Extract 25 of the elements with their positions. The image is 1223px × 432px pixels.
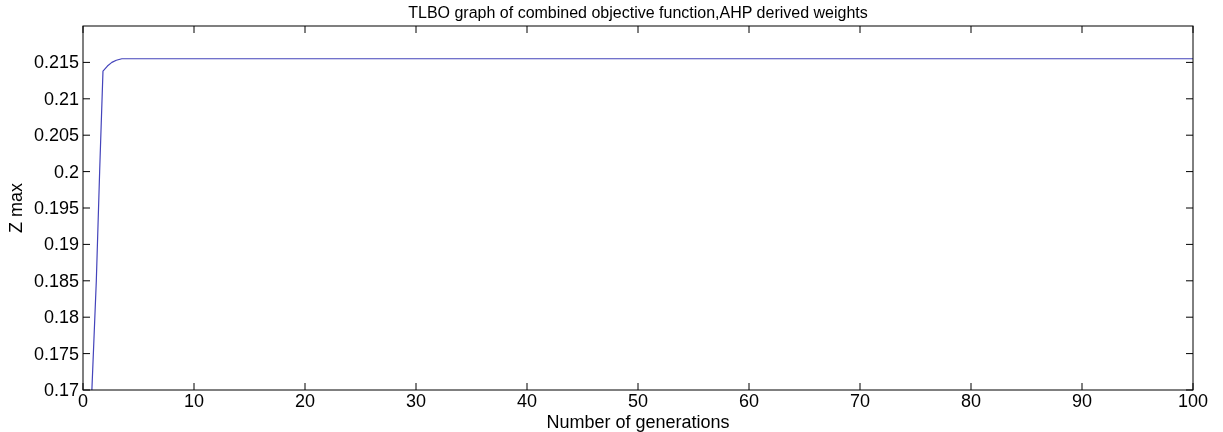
y-tick-label: 0.17 — [43, 380, 79, 400]
x-axis-title: Number of generations — [546, 412, 730, 432]
x-tick-label: 10 — [183, 391, 205, 411]
y-tick-label: 0.2 — [53, 161, 79, 182]
y-tick-label: 0.215 — [33, 52, 79, 73]
y-tick-label: 0.21 — [43, 88, 79, 109]
x-tick-label: 60 — [738, 391, 760, 411]
y-tick-label: 0.205 — [33, 125, 79, 146]
x-tick-label: 30 — [405, 391, 427, 411]
y-axis-title: Z max — [6, 182, 26, 234]
x-tick-label: 90 — [1071, 391, 1093, 411]
x-tick-label: 0 — [77, 391, 89, 411]
x-tick-label: 100 — [1177, 391, 1209, 411]
x-tick-label: 70 — [849, 391, 871, 411]
y-tick-label: 0.185 — [33, 270, 79, 291]
chart-title: TLBO graph of combined objective function,AHP derived weights — [408, 4, 868, 21]
y-tick-label: 0.195 — [33, 198, 79, 218]
y-tick-label: 0.175 — [33, 343, 79, 364]
x-tick-label: 50 — [627, 391, 649, 411]
x-tick-label: 20 — [294, 391, 316, 411]
x-tick-label: 80 — [960, 391, 982, 411]
line-series — [91, 58, 1193, 390]
x-tick-label: 40 — [516, 391, 538, 411]
y-tick-label: 0.19 — [43, 234, 79, 255]
y-tick-label: 0.18 — [43, 307, 79, 328]
